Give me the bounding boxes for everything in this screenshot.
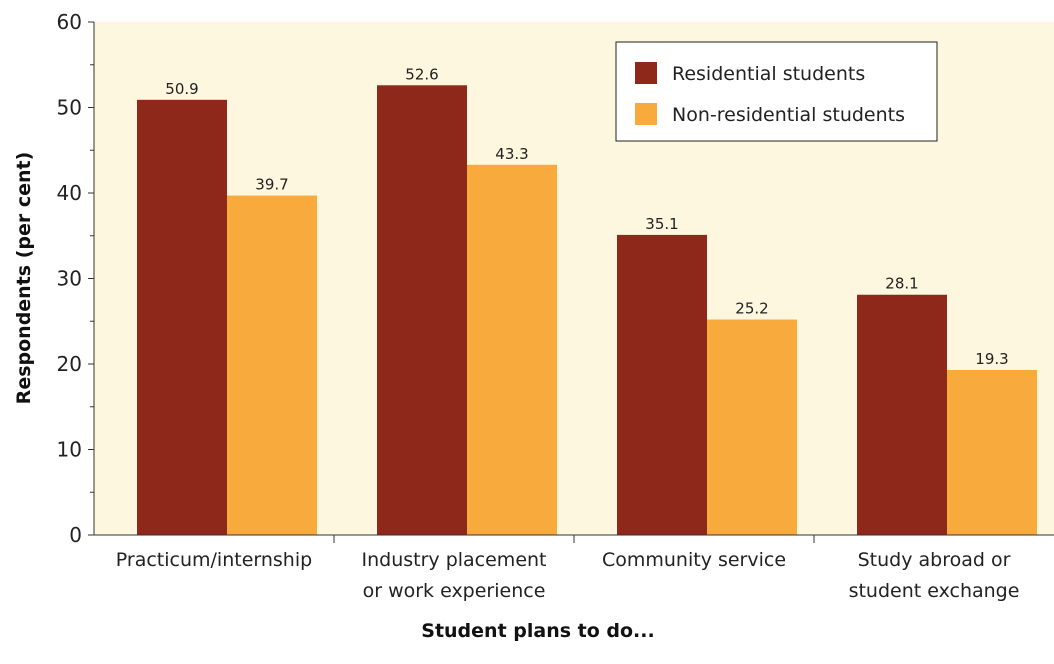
legend: Residential students Non-residential stu… — [615, 41, 938, 142]
data-label: 52.6 — [405, 65, 438, 83]
data-label: 28.1 — [885, 275, 918, 293]
data-label: 43.3 — [495, 145, 528, 163]
legend-label-residential: Residential students — [672, 63, 865, 85]
y-tick-label: 40 — [57, 181, 82, 205]
y-axis-title: Respondents (per cent) — [13, 152, 35, 405]
legend-box — [615, 41, 938, 142]
bar-residential — [857, 294, 947, 535]
bar-residential — [377, 85, 467, 536]
x-tick-label: Industry placement — [362, 549, 547, 571]
bar-non-residential — [707, 319, 797, 535]
bar-residential — [617, 234, 707, 535]
bar-non-residential — [947, 369, 1037, 535]
y-tick-label: 0 — [69, 523, 82, 547]
data-label: 19.3 — [975, 350, 1008, 368]
x-tick-label: Community service — [602, 549, 786, 571]
legend-label-non-residential: Non-residential students — [672, 104, 905, 126]
bar-non-residential — [227, 195, 317, 535]
y-tick-label: 60 — [57, 10, 82, 34]
x-tick-label: Study abroad or — [858, 549, 1011, 571]
legend-swatch-residential — [635, 62, 657, 84]
x-tick-label: student exchange — [849, 580, 1020, 602]
data-label: 25.2 — [735, 300, 768, 318]
y-tick-label: 30 — [57, 267, 82, 291]
legend-swatch-non-residential — [635, 103, 657, 125]
x-tick-label: or work experience — [363, 580, 546, 602]
x-tick-label: Practicum/internship — [116, 549, 312, 571]
data-label: 39.7 — [255, 176, 288, 194]
bar-residential — [137, 99, 227, 536]
bar-non-residential — [467, 164, 557, 535]
data-label: 35.1 — [645, 215, 678, 233]
y-tick-label: 10 — [57, 438, 82, 462]
y-tick-label: 50 — [57, 96, 82, 120]
data-label: 50.9 — [165, 80, 198, 98]
y-tick-label: 20 — [57, 352, 82, 376]
x-axis-title: Student plans to do... — [421, 620, 654, 642]
